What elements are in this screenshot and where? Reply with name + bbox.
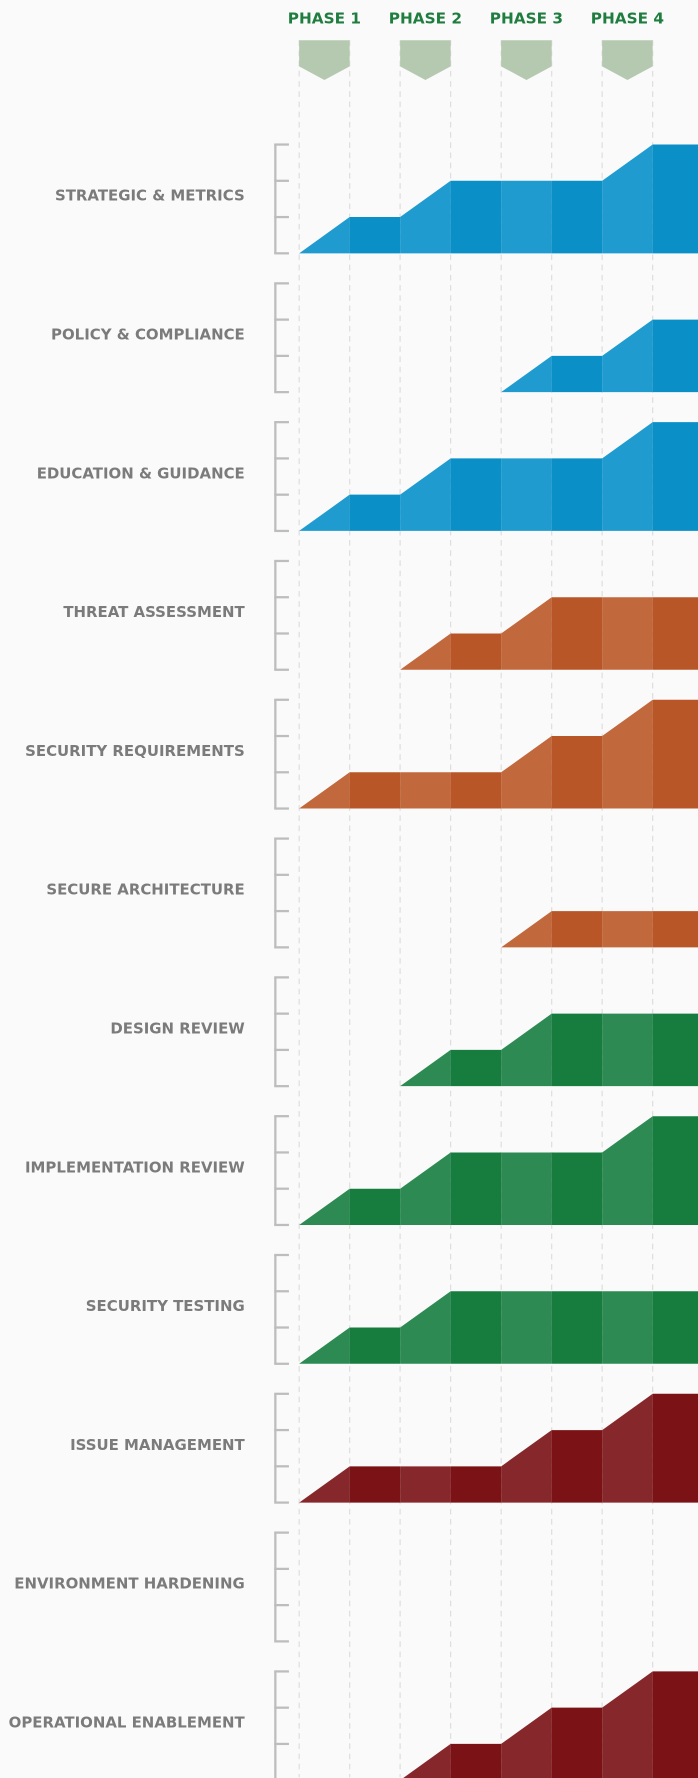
row-label: THREAT ASSESSMENT xyxy=(63,603,245,621)
ramp-segment xyxy=(299,772,350,809)
row-label: SECURE ARCHITECTURE xyxy=(46,881,244,899)
ramp-segment xyxy=(400,633,451,670)
level-segment xyxy=(349,217,401,254)
ramp-segment xyxy=(400,1152,451,1225)
ramp-segment xyxy=(400,1291,451,1364)
level-segment xyxy=(551,1152,603,1225)
phase-marker xyxy=(400,40,451,80)
row-label: DESIGN REVIEW xyxy=(110,1020,245,1038)
ramp-segment xyxy=(501,355,552,393)
ramp-segment xyxy=(400,1049,451,1087)
level-segment xyxy=(551,355,603,393)
ramp-segment xyxy=(602,1393,653,1503)
ramp-segment xyxy=(501,458,552,531)
ramp-segment xyxy=(501,1291,552,1364)
ramp-segment xyxy=(501,736,552,809)
ramp-segment xyxy=(602,911,653,948)
ramp-segment xyxy=(501,1707,552,1778)
level-segment xyxy=(349,772,401,809)
level-segment xyxy=(450,1049,502,1087)
ramp-segment xyxy=(299,1466,350,1503)
level-segment xyxy=(349,494,401,531)
level-segment xyxy=(551,1430,603,1503)
ramp-segment xyxy=(299,217,350,254)
ramp-segment xyxy=(299,494,350,531)
level-segment xyxy=(450,1291,502,1364)
phase-marker xyxy=(501,40,552,80)
level-segment xyxy=(450,458,502,531)
phase-label: PHASE 1 xyxy=(288,9,361,27)
row-label: ISSUE MANAGEMENT xyxy=(70,1436,245,1454)
level-segment xyxy=(349,1466,401,1503)
ramp-segment xyxy=(602,1116,653,1225)
level-segment xyxy=(652,699,698,809)
level-segment xyxy=(551,458,603,531)
level-segment xyxy=(551,1291,603,1364)
level-segment xyxy=(450,633,502,670)
level-segment xyxy=(652,1116,698,1225)
level-segment xyxy=(652,597,698,670)
level-segment xyxy=(450,1466,502,1503)
ramp-segment xyxy=(403,1743,451,1778)
phase-marker xyxy=(299,40,350,80)
ramp-segment xyxy=(602,699,653,809)
row-label: IMPLEMENTATION REVIEW xyxy=(25,1158,245,1176)
row-label: EDUCATION & GUIDANCE xyxy=(37,464,245,482)
level-segment xyxy=(450,772,502,809)
level-segment xyxy=(652,1013,698,1087)
level-segment xyxy=(551,1707,603,1778)
ramp-segment xyxy=(299,1327,350,1364)
ramp-segment xyxy=(501,1430,552,1503)
row-label: POLICY & COMPLIANCE xyxy=(51,325,245,343)
ramp-segment xyxy=(501,180,552,254)
level-segment xyxy=(450,1743,502,1778)
level-segment xyxy=(349,1327,401,1364)
ramp-segment xyxy=(602,422,653,531)
ramp-segment xyxy=(501,1013,552,1087)
level-segment xyxy=(652,1393,698,1503)
phase-label: PHASE 3 xyxy=(490,9,563,27)
ramp-segment xyxy=(602,1671,653,1778)
phase-label: PHASE 4 xyxy=(591,9,664,27)
level-segment xyxy=(551,180,603,254)
ramp-segment xyxy=(400,180,451,254)
row-label: SECURITY REQUIREMENTS xyxy=(25,742,245,760)
ramp-segment xyxy=(501,597,552,670)
ramp-segment xyxy=(299,1188,350,1225)
level-segment xyxy=(551,597,603,670)
row-label: OPERATIONAL ENABLEMENT xyxy=(9,1714,246,1732)
level-segment xyxy=(551,911,603,948)
phase-guides xyxy=(298,40,654,1778)
level-segment xyxy=(652,144,698,254)
level-segment xyxy=(652,1671,698,1778)
ramp-segment xyxy=(400,772,451,809)
level-segment xyxy=(652,1291,698,1364)
level-segment xyxy=(652,422,698,531)
ramp-segment xyxy=(602,1291,653,1364)
level-segment xyxy=(450,180,502,254)
ramp-segment xyxy=(602,1013,653,1087)
level-segment xyxy=(652,911,698,948)
level-segment xyxy=(551,1013,603,1087)
ramp-segment xyxy=(602,319,653,393)
row-label: ENVIRONMENT HARDENING xyxy=(14,1575,244,1593)
ramp-segment xyxy=(501,911,552,948)
ramp-segment xyxy=(602,597,653,670)
ramp-segment xyxy=(400,458,451,531)
ramp-segment xyxy=(501,1152,552,1225)
level-segment xyxy=(450,1152,502,1225)
row-label: STRATEGIC & METRICS xyxy=(55,187,245,205)
phase-marker xyxy=(602,40,653,80)
ramp-segment xyxy=(602,144,653,254)
level-segment xyxy=(551,736,603,809)
phase-label: PHASE 2 xyxy=(389,9,462,27)
level-segment xyxy=(349,1188,401,1225)
ramp-segment xyxy=(400,1466,451,1503)
row-label: SECURITY TESTING xyxy=(86,1297,245,1315)
level-segment xyxy=(652,319,698,393)
